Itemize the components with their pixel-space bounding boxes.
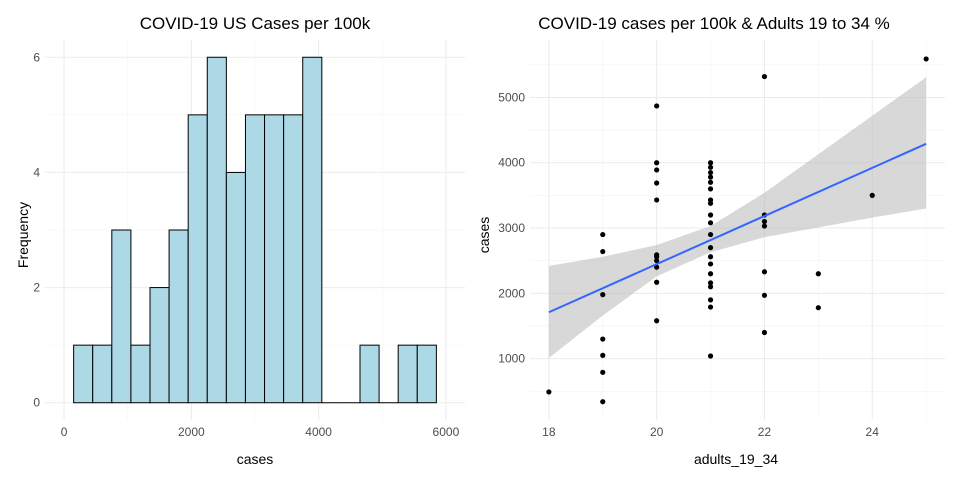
scatter-y-tick-label: 1000 <box>498 352 525 366</box>
histogram-bar <box>302 56 323 404</box>
histogram-bar <box>206 56 227 404</box>
histogram-bar <box>264 114 285 404</box>
scatter-point <box>707 220 714 226</box>
scatter-point <box>600 231 606 238</box>
scatter-point <box>707 297 714 303</box>
scatter-y-tick-label: 4000 <box>498 156 525 170</box>
histogram-bar <box>187 114 208 404</box>
histogram-title: COVID-19 US Cases per 100k <box>140 14 371 33</box>
trend-line-group <box>548 142 927 314</box>
scatter-point <box>707 353 714 359</box>
scatter-point <box>869 192 875 198</box>
scatter-point <box>923 56 929 62</box>
scatter-x-tick-label: 22 <box>758 425 772 439</box>
scatter-grid <box>530 40 945 420</box>
scatter-point <box>654 318 660 324</box>
histogram-bar <box>111 229 132 404</box>
scatter-point <box>815 271 821 277</box>
scatter-point <box>707 174 714 180</box>
scatter-point <box>707 212 714 218</box>
scatter-point <box>654 180 660 186</box>
scatter-point <box>654 103 660 109</box>
scatter-point <box>761 218 768 225</box>
scatter-x-tick-label: 24 <box>866 425 880 439</box>
histogram-x-tick-label: 2000 <box>178 425 205 439</box>
scatter-point <box>707 169 714 176</box>
histogram-bar <box>149 287 170 404</box>
scatter-point <box>600 352 606 358</box>
histogram-bar <box>244 114 266 404</box>
trend-line <box>548 142 927 314</box>
scatter-point <box>707 254 714 260</box>
scatter-x-tick-label: 18 <box>542 425 556 439</box>
scatter-point <box>546 389 552 395</box>
histogram-chart: 0 2000 4000 6000 0 2 4 6 COVID-19 US Cases per … <box>15 14 465 467</box>
scatter-point <box>707 231 714 238</box>
scatter-point <box>600 399 606 405</box>
histogram-bar <box>359 344 380 404</box>
histogram-y-axis-title: Frequency <box>15 202 31 268</box>
scatter-title: COVID-19 cases per 100k & Adults 19 to 3… <box>538 14 890 33</box>
scatter-point <box>761 212 768 218</box>
histogram-y-tick-label: 2 <box>33 281 40 295</box>
histogram-bars <box>73 56 437 404</box>
scatter-point <box>707 280 714 286</box>
scatter-points <box>546 56 929 405</box>
histogram-bar <box>92 344 113 404</box>
scatter-point <box>815 305 821 311</box>
scatter-point <box>761 292 768 298</box>
scatter-point <box>654 160 660 166</box>
histogram-y-tick-label: 0 <box>33 396 40 410</box>
histogram-x-tick-label: 0 <box>61 425 68 439</box>
scatter-point <box>654 254 660 260</box>
scatter-point <box>600 292 606 298</box>
scatter-point <box>761 223 768 229</box>
histogram-x-axis-title: cases <box>237 451 274 467</box>
scatter-y-tick-label: 2000 <box>498 286 525 300</box>
histogram-tick-labels: 0 2000 4000 6000 0 2 4 6 <box>33 50 459 439</box>
histogram-bar <box>225 171 246 404</box>
scatter-point <box>654 197 660 203</box>
histogram-x-tick-label: 4000 <box>305 425 332 439</box>
scatter-point <box>654 252 660 258</box>
histogram-y-tick-label: 6 <box>33 50 40 64</box>
scatter-x-axis-title: adults_19_34 <box>694 451 778 467</box>
confidence-band-area <box>548 77 927 358</box>
scatter-point <box>707 200 714 206</box>
histogram-bar <box>168 229 189 404</box>
scatter-point <box>707 160 714 166</box>
histogram-bar <box>283 114 304 404</box>
scatter-x-tick-label: 20 <box>650 425 664 439</box>
scatter-point <box>707 164 714 170</box>
scatter-point <box>761 329 768 336</box>
scatter-y-tick-label: 5000 <box>498 90 525 104</box>
histogram-bar <box>397 344 418 404</box>
scatter-point <box>600 336 606 342</box>
scatter-point <box>707 284 714 290</box>
scatter-point <box>707 186 714 192</box>
scatter-point <box>654 264 660 270</box>
scatter-point <box>654 258 660 264</box>
scatter-point <box>707 245 714 251</box>
scatter-point <box>761 269 768 275</box>
scatter-tick-labels: 18 20 22 24 1000 2000 3000 4000 5000 <box>498 90 879 439</box>
scatter-point <box>600 248 606 255</box>
histogram-x-tick-label: 6000 <box>433 425 460 439</box>
confidence-band <box>548 77 927 358</box>
scatter-point <box>707 261 714 267</box>
scatter-point <box>654 279 660 285</box>
scatter-point <box>707 271 714 277</box>
histogram-bar <box>416 344 437 404</box>
histogram-bar <box>73 344 94 404</box>
scatter-point <box>707 197 714 203</box>
scatter-y-tick-label: 3000 <box>498 221 525 235</box>
histogram-y-tick-label: 4 <box>33 165 40 179</box>
scatter-point <box>761 73 768 80</box>
scatter-point <box>707 304 714 310</box>
scatter-point <box>600 369 606 375</box>
scatter-point <box>707 179 714 185</box>
histogram-bar <box>130 344 151 404</box>
scatter-point <box>654 167 660 173</box>
